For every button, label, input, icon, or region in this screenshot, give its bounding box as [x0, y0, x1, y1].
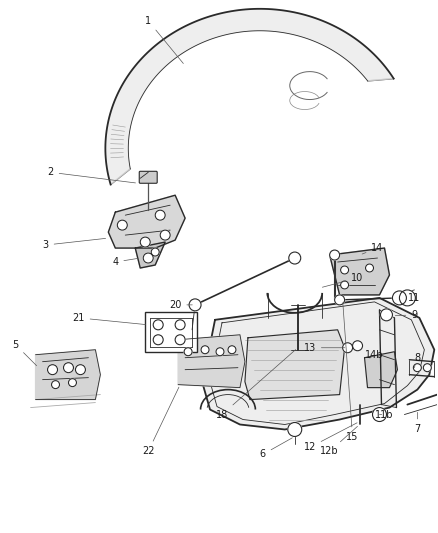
- Circle shape: [68, 378, 77, 386]
- Circle shape: [228, 346, 236, 354]
- FancyBboxPatch shape: [145, 312, 197, 352]
- Circle shape: [392, 291, 406, 305]
- Circle shape: [353, 341, 363, 351]
- Circle shape: [140, 237, 150, 247]
- Circle shape: [52, 381, 60, 389]
- Circle shape: [335, 295, 345, 305]
- Circle shape: [184, 348, 192, 356]
- Circle shape: [366, 264, 374, 272]
- Text: 10: 10: [322, 273, 364, 287]
- Circle shape: [330, 250, 339, 260]
- Text: 5: 5: [13, 340, 37, 366]
- Polygon shape: [364, 352, 397, 387]
- Text: 13: 13: [304, 343, 345, 353]
- Circle shape: [151, 248, 159, 256]
- Polygon shape: [178, 335, 245, 387]
- Circle shape: [288, 423, 302, 437]
- Text: 18: 18: [216, 350, 296, 419]
- Circle shape: [153, 335, 163, 345]
- Text: 11: 11: [408, 293, 420, 303]
- Polygon shape: [200, 298, 434, 430]
- FancyBboxPatch shape: [139, 171, 157, 183]
- Circle shape: [64, 362, 74, 373]
- Text: 15: 15: [343, 303, 359, 442]
- Circle shape: [413, 364, 421, 372]
- Circle shape: [175, 335, 185, 345]
- Circle shape: [143, 253, 153, 263]
- Text: 11b: 11b: [375, 409, 394, 419]
- Circle shape: [153, 320, 163, 330]
- Circle shape: [160, 230, 170, 240]
- Circle shape: [75, 365, 85, 375]
- Circle shape: [189, 299, 201, 311]
- Circle shape: [289, 252, 301, 264]
- Circle shape: [343, 343, 353, 353]
- Circle shape: [48, 365, 57, 375]
- Polygon shape: [106, 9, 394, 184]
- Text: 7: 7: [414, 413, 420, 434]
- Text: 8: 8: [414, 353, 420, 368]
- Circle shape: [424, 364, 431, 372]
- Polygon shape: [245, 330, 345, 400]
- Circle shape: [372, 408, 386, 422]
- Text: 1: 1: [145, 16, 184, 63]
- Polygon shape: [135, 242, 165, 268]
- Text: 21: 21: [72, 313, 145, 325]
- Circle shape: [216, 348, 224, 356]
- Text: 14b: 14b: [365, 350, 384, 360]
- Text: 3: 3: [42, 238, 106, 250]
- Circle shape: [155, 210, 165, 220]
- Polygon shape: [108, 195, 185, 248]
- Text: 22: 22: [142, 387, 179, 456]
- Circle shape: [175, 320, 185, 330]
- Circle shape: [381, 309, 392, 321]
- Circle shape: [341, 266, 349, 274]
- Text: 6: 6: [260, 438, 292, 459]
- Circle shape: [201, 346, 209, 354]
- Text: 2: 2: [47, 167, 135, 183]
- Polygon shape: [330, 248, 389, 295]
- Text: 12b: 12b: [320, 426, 357, 456]
- Polygon shape: [35, 350, 100, 400]
- Circle shape: [117, 220, 127, 230]
- Circle shape: [399, 290, 415, 306]
- Text: 4: 4: [112, 257, 138, 267]
- Text: 9: 9: [395, 310, 417, 320]
- Text: 14: 14: [362, 243, 384, 254]
- Circle shape: [341, 281, 349, 289]
- Text: 20: 20: [169, 300, 192, 310]
- Text: 12: 12: [304, 423, 357, 453]
